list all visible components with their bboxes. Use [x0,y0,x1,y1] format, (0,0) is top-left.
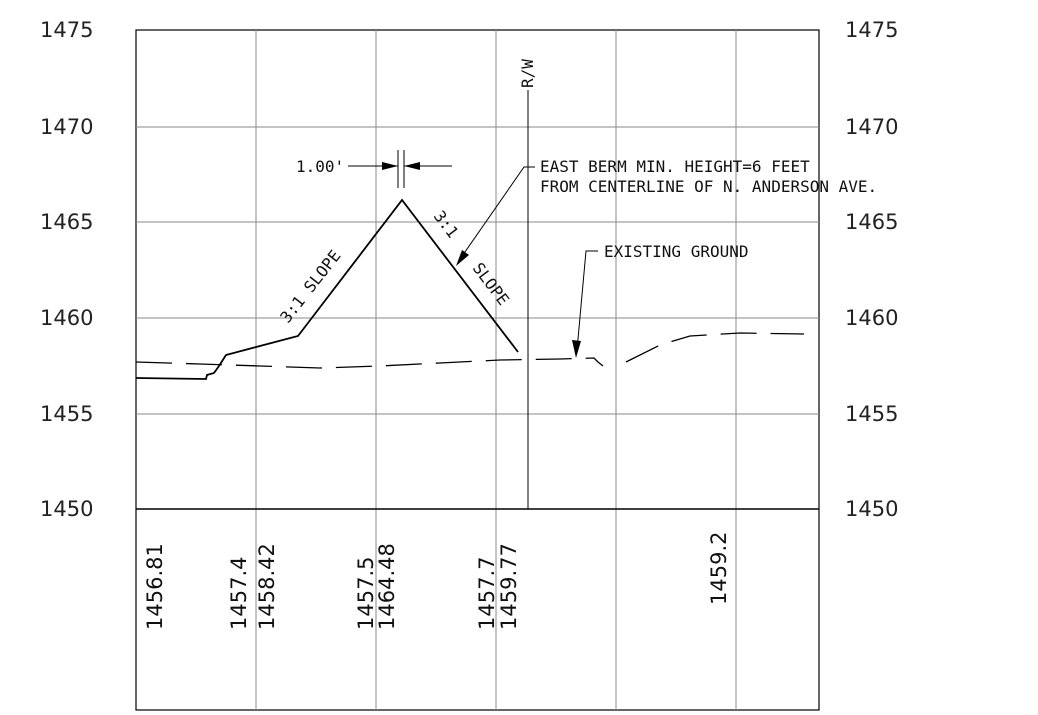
right-axis: 1475 1470 1465 1460 1455 1450 [845,18,898,521]
elevation-value: 1457.5 [354,557,378,630]
dimension-arrow-icon [404,162,420,170]
top-width-label: 1.00' [296,157,344,176]
berm-note-line-1: EAST BERM MIN. HEIGHT=6 FEET [540,157,810,176]
leader-line [457,166,535,263]
right-axis-tick-label: 1470 [845,115,898,139]
right-axis-tick-label: 1465 [845,210,898,234]
existing-ground-line-east [625,332,805,363]
left-slope-label: 3:1 SLOPE [276,246,344,326]
grid-frame [135,29,820,711]
top-width-dimension: 1.00' [296,150,452,188]
vertical-grid-lines [255,30,737,710]
leader-line [576,250,598,351]
existing-ground-leader: EXISTING GROUND [572,242,749,358]
right-axis-tick-label: 1455 [845,402,898,426]
east-berm-leader: EAST BERM MIN. HEIGHT=6 FEET FROM CENTER… [456,157,877,266]
right-axis-tick-label: 1450 [845,497,898,521]
dimension-arrow-icon [382,162,398,170]
left-axis-tick-label: 1450 [40,497,93,521]
existing-ground-line [135,357,604,369]
elevation-value: 1457.4 [227,557,251,630]
existing-ground-label: EXISTING GROUND [604,242,749,261]
leader-arrow-icon [572,340,581,358]
right-of-way-label: R/W [518,59,537,88]
left-axis-tick-label: 1465 [40,210,93,234]
left-axis: 1475 1470 1465 1460 1455 1450 [40,18,93,521]
elevation-value: 1456.81 [143,543,167,630]
leader-arrow-icon [456,250,469,266]
left-axis-tick-label: 1475 [40,18,93,42]
elevation-table: 1456.81 1457.4 1458.42 1457.5 1464.48 14… [143,532,731,630]
horizontal-grid-lines [136,126,819,415]
elevation-value: 1459.77 [497,543,521,630]
right-slope-label-ratio: 3:1 [430,207,463,242]
elevation-value: 1459.2 [707,532,731,605]
right-axis-tick-label: 1475 [845,18,898,42]
left-axis-tick-label: 1470 [40,115,93,139]
right-slope-label-text: SLOPE [469,259,513,309]
right-axis-tick-label: 1460 [845,306,898,330]
left-axis-tick-label: 1460 [40,306,93,330]
elevation-value: 1457.7 [475,557,499,630]
left-axis-tick-label: 1455 [40,402,93,426]
elevation-value: 1458.42 [255,543,279,630]
elevation-value: 1464.48 [375,543,399,630]
berm-note-line-2: FROM CENTERLINE OF N. ANDERSON AVE. [540,177,877,196]
proposed-berm-profile [135,198,519,380]
